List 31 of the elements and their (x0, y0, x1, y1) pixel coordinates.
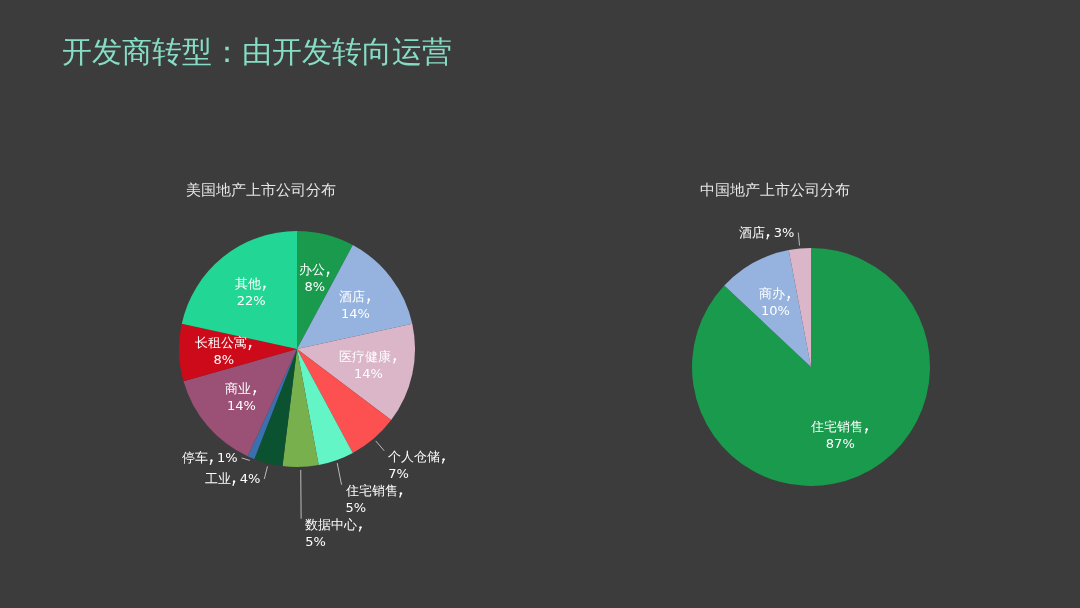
slice-label: 住宅销售 (810, 418, 864, 434)
data-label: 7% (388, 465, 409, 481)
text: 开发商转型：由开发转向运营 (62, 34, 452, 69)
data-label: 10% (761, 303, 790, 319)
data-label: 1% (217, 449, 238, 465)
slice-label: 办公 (298, 262, 325, 278)
chart-title: 中国地产上市公司分布 (700, 181, 850, 199)
slice-label: 停车 (182, 449, 209, 465)
data-label: 14% (340, 305, 370, 321)
data-label: 8% (304, 279, 326, 295)
slice-label: 住宅销售 (344, 482, 398, 498)
data-label: 22% (236, 293, 266, 308)
slice-label: 商办 (759, 286, 786, 302)
slice-label: 医疗健康 (339, 348, 392, 364)
slice-label: 其他 (235, 276, 262, 291)
data-label: 8% (213, 352, 235, 368)
data-label: 14% (226, 397, 256, 413)
slice-label: 酒店 (738, 224, 765, 240)
slice-label: 个人仓储 (388, 448, 441, 464)
data-label: 87% (825, 435, 855, 451)
slice-label: 数据中心 (305, 516, 358, 532)
slice-label: 酒店 (339, 288, 366, 304)
slice-label: 长租公寓 (194, 335, 247, 351)
data-label: 4% (239, 470, 261, 486)
slice-label: 工业 (204, 470, 231, 486)
data-label: 3% (773, 224, 795, 240)
data-label: 14% (354, 365, 383, 381)
slice-label: 商业 (225, 380, 252, 396)
data-label: 5% (345, 499, 367, 515)
data-label: 5% (305, 533, 326, 549)
chart-title: 美国地产上市公司分布 (186, 181, 336, 199)
